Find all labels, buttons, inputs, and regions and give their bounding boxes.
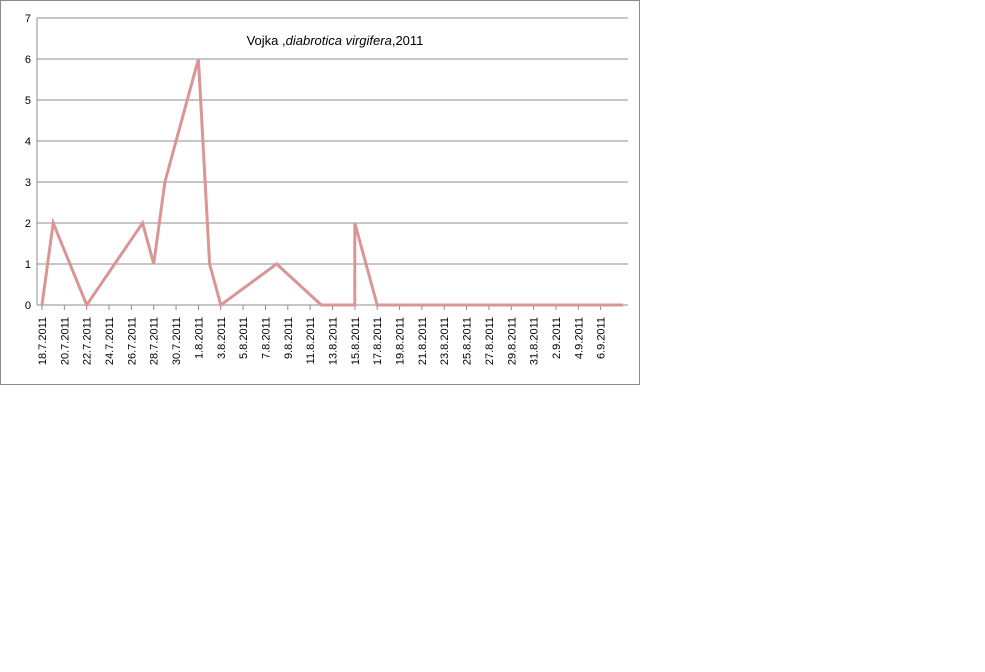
x-tick-label: 7.8.2011 — [260, 317, 272, 359]
x-tick-label: 19.8.2011 — [395, 317, 407, 365]
x-tick-label: 5.8.2011 — [238, 317, 250, 359]
y-tick-label: 7 — [25, 13, 31, 25]
x-tick-label: 3.8.2011 — [216, 317, 228, 359]
x-tick-label: 15.8.2011 — [350, 317, 362, 365]
x-tick-label: 9.8.2011 — [283, 317, 295, 359]
y-tick-label: 0 — [25, 300, 31, 312]
x-tick-label: 22.7.2011 — [82, 317, 94, 365]
x-tick-label: 6.9.2011 — [596, 317, 608, 359]
chart-area: 0 1 2 3 4 5 6 7 18.7.2011 20.7.2011 22.7.2011 24.7… — [0, 0, 640, 385]
x-tick-label: 27.8.2011 — [484, 317, 496, 365]
y-tick-label: 3 — [25, 177, 31, 189]
x-tick-label: 13.8.2011 — [328, 317, 340, 365]
x-tick-label: 25.8.2011 — [462, 317, 474, 365]
y-tick-label: 6 — [25, 54, 31, 66]
x-tick-label: 31.8.2011 — [529, 317, 541, 365]
series — [40, 58, 624, 309]
x-tick-label: 23.8.2011 — [439, 317, 451, 365]
x-tick-label: 30.7.2011 — [171, 317, 183, 365]
y-tick-label: 1 — [25, 259, 31, 271]
y-tick-label: 2 — [25, 218, 31, 230]
x-tick-label: 24.7.2011 — [104, 317, 116, 365]
x-tick-label: 18.7.2011 — [37, 317, 49, 365]
gridlines — [37, 17, 628, 265]
x-tick-label: 20.7.2011 — [59, 317, 71, 365]
y-tick-label: 4 — [25, 136, 31, 148]
axes — [36, 18, 628, 306]
chart-title-year: ,2011 — [392, 33, 424, 48]
x-tick-label: 11.8.2011 — [305, 317, 317, 364]
line-chart: 0 1 2 3 4 5 6 7 18.7.2011 20.7.2011 22.7.2011 24.7… — [25, 13, 628, 365]
chart-title-species: diabrotica virgifera — [286, 33, 392, 48]
x-tick-label: 28.7.2011 — [149, 317, 161, 365]
x-tick-label: 17.8.2011 — [372, 317, 384, 365]
x-axis-ticks: 18.7.2011 20.7.2011 22.7.2011 24.7.2011 26.7… — [37, 305, 608, 365]
chart-title: Vojka ,diabrotica virgifera,2011 — [247, 33, 424, 48]
x-tick-label: 29.8.2011 — [506, 317, 518, 365]
y-tick-label: 5 — [25, 95, 31, 107]
x-tick-label: 26.7.2011 — [126, 317, 138, 365]
x-tick-label: 21.8.2011 — [417, 317, 429, 365]
y-axis-ticks: 0 1 2 3 4 5 6 7 — [25, 13, 31, 312]
x-tick-label: 4.9.2011 — [573, 317, 585, 359]
x-tick-label: 1.8.2011 — [193, 317, 205, 359]
x-tick-label: 2.9.2011 — [551, 317, 563, 359]
chart-title-part1: Vojka , — [247, 33, 286, 48]
